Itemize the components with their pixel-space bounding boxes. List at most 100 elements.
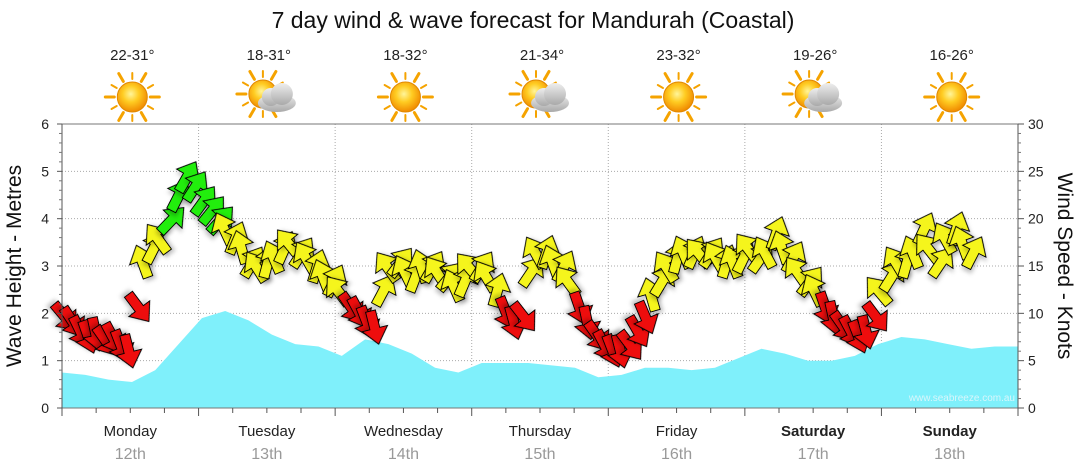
sun-ray [663, 72, 672, 83]
sun-ray [794, 107, 803, 118]
wind-arrow [115, 333, 143, 369]
sun-disc [389, 81, 421, 113]
sun-disc [663, 81, 695, 113]
sun-ray [663, 111, 672, 122]
temperature-label: 21-34° [520, 47, 564, 64]
sunny-icon [103, 72, 161, 122]
right-tick-label: 0 [1028, 400, 1036, 416]
sun-ray [686, 72, 694, 83]
right-tick-label: 30 [1028, 116, 1044, 132]
chart-title: 7 day wind & wave forecast for Mandurah … [272, 7, 795, 33]
date-label: 15th [524, 446, 555, 463]
sun-ray [543, 70, 551, 81]
sun-ray [693, 105, 701, 110]
weather-row: 22-31° 18-31° 18-32° 21-34° 23-32° 19-26° 16-2… [103, 47, 981, 122]
left-tick-label: 6 [41, 116, 49, 132]
sun-ray [816, 70, 824, 81]
left-tick-label: 0 [41, 400, 49, 416]
partly-cloudy-icon [781, 70, 843, 118]
day-label: Sunday [923, 423, 978, 440]
cloud-part [544, 83, 566, 105]
sun-ray [693, 84, 701, 89]
sun-ray [936, 111, 945, 122]
wind-arrow [370, 274, 397, 309]
sun-ray [248, 70, 256, 81]
cloud-part [817, 83, 840, 105]
sun-ray [420, 84, 428, 89]
sun-ray [788, 101, 796, 107]
sun-ray [521, 70, 529, 81]
wind-arrow [508, 300, 536, 332]
sun-ray [117, 111, 125, 122]
cloud-shape [531, 83, 569, 112]
sun-ray [269, 70, 278, 81]
sun-ray [788, 81, 796, 87]
right-tick-label: 15 [1028, 258, 1044, 274]
x-axis: Monday 12th Tuesday 13th Wednesday 14th Thursd… [61, 408, 1019, 463]
sunny-icon [376, 72, 434, 122]
sun-ray [929, 105, 938, 110]
temperature-label: 18-32° [383, 47, 427, 64]
sun-ray [110, 105, 118, 110]
left-tick-label: 5 [41, 163, 49, 179]
sun-ray [390, 72, 398, 83]
temperature-label: 22-31° [110, 47, 154, 64]
day-label: Saturday [781, 423, 846, 440]
sun-disc [936, 81, 968, 113]
wind-arrows [49, 161, 987, 369]
day-label: Thursday [509, 423, 572, 440]
wind-arrow [484, 272, 512, 308]
date-label: 18th [934, 446, 965, 463]
right-tick-label: 20 [1028, 211, 1044, 227]
sun-ray [117, 72, 125, 83]
sun-ray [966, 84, 974, 89]
wind-arrow [861, 300, 888, 332]
wind-arrow [961, 236, 987, 271]
day-label: Friday [656, 423, 698, 440]
sun-ray [241, 81, 250, 87]
temperature-label: 19-26° [793, 47, 837, 64]
sun-ray [966, 105, 974, 110]
sun-ray [656, 105, 664, 110]
sun-ray [515, 101, 523, 107]
sun-ray [146, 84, 155, 89]
sun-ray [146, 105, 155, 110]
partly-cloudy-icon [508, 70, 569, 118]
right-axis-title: Wind Speed - Knots [1053, 173, 1076, 360]
sun-ray [959, 72, 967, 83]
day-label: Wednesday [364, 423, 443, 440]
left-tick-label: 1 [41, 353, 49, 369]
watermark: www.seabreeze.com.au [908, 393, 1015, 404]
sun-ray [936, 72, 945, 83]
date-label: 16th [661, 446, 692, 463]
temperature-label: 16-26° [930, 47, 974, 64]
left-axis: 0 1 2 3 4 5 6 [41, 116, 63, 416]
temperature-label: 23-32° [656, 47, 700, 64]
day-label: Monday [104, 423, 158, 440]
cloud-shape [804, 83, 843, 112]
sun-ray [248, 107, 256, 118]
sun-ray [412, 111, 421, 122]
wind-arrow [633, 299, 659, 335]
wind-arrow [361, 309, 389, 345]
sun-ray [515, 81, 523, 87]
right-axis: 0 5 10 15 20 25 30 [1017, 116, 1044, 416]
sun-ray [686, 111, 694, 122]
sunny-icon [923, 72, 981, 122]
cloud-part [270, 83, 293, 105]
wind-arrow [927, 247, 954, 280]
sun-ray [412, 72, 421, 83]
date-label: 14th [388, 446, 419, 463]
cloud-shape [257, 83, 296, 112]
temperature-label: 18-31° [247, 47, 291, 64]
wind-arrow [852, 314, 880, 350]
sunny-icon [650, 72, 708, 122]
right-tick-label: 25 [1028, 163, 1044, 179]
left-tick-label: 4 [41, 211, 49, 227]
sun-ray [420, 105, 428, 110]
date-label: 13th [251, 446, 282, 463]
sun-ray [959, 111, 967, 122]
sun-ray [929, 84, 938, 89]
sun-ray [521, 107, 529, 118]
